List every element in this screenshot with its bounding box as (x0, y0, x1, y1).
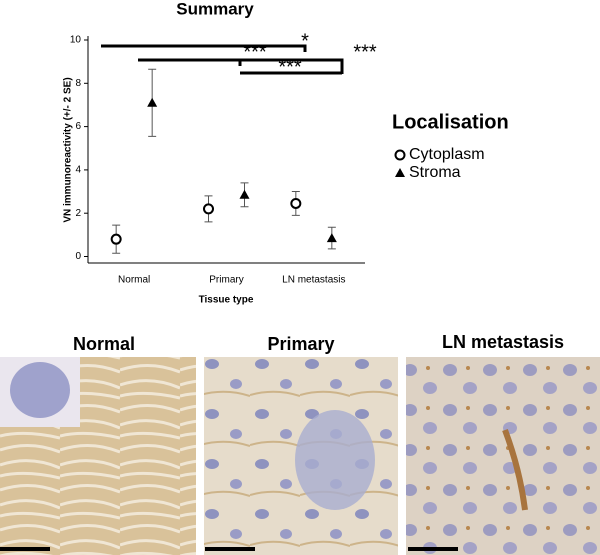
annotation: *** (353, 41, 377, 63)
point (147, 97, 158, 107)
significance-bar (138, 58, 344, 74)
y-tick-label: 0 (75, 251, 81, 262)
y-tick-label: 2 (75, 208, 81, 219)
legend-title: Localisation (392, 111, 509, 133)
x-axis-label: Tissue type (199, 295, 254, 306)
x-tick-label: Primary (209, 275, 243, 286)
panel-title: LN metastasis (442, 332, 564, 352)
annotation: * (301, 30, 309, 52)
y-tick-label: 8 (75, 78, 81, 89)
y-tick-label: 4 (75, 165, 81, 176)
legend-marker (394, 149, 406, 161)
annotation: *** (278, 56, 302, 78)
x-tick-label: Normal (118, 275, 150, 286)
micrograph-region (502, 428, 528, 511)
y-tick-label: 6 (75, 121, 81, 132)
panel-title: Primary (267, 334, 334, 354)
legend-marker (395, 168, 405, 177)
annotation: *** (243, 41, 267, 63)
point (290, 197, 302, 209)
y-axis-label: VN immunoreactivity (+/- 2 SE) (63, 77, 74, 222)
micrographs (0, 357, 600, 555)
micrograph (406, 357, 600, 555)
scale-bar (0, 547, 50, 551)
point (326, 233, 337, 243)
chart-title: Summary (176, 0, 254, 18)
point (203, 203, 214, 215)
micrograph-region (295, 410, 375, 510)
x-tick-label: LN metastasis (282, 275, 345, 286)
micrograph-region (10, 362, 70, 418)
legend-label: Stroma (409, 164, 461, 181)
significance-bar (101, 44, 307, 52)
point (110, 233, 122, 245)
scale-bar (408, 547, 458, 551)
panel-title: Normal (73, 334, 135, 354)
legend-label: Cytoplasm (409, 146, 485, 163)
scale-bar (205, 547, 255, 551)
point (239, 189, 250, 199)
y-tick-label: 10 (70, 35, 82, 46)
